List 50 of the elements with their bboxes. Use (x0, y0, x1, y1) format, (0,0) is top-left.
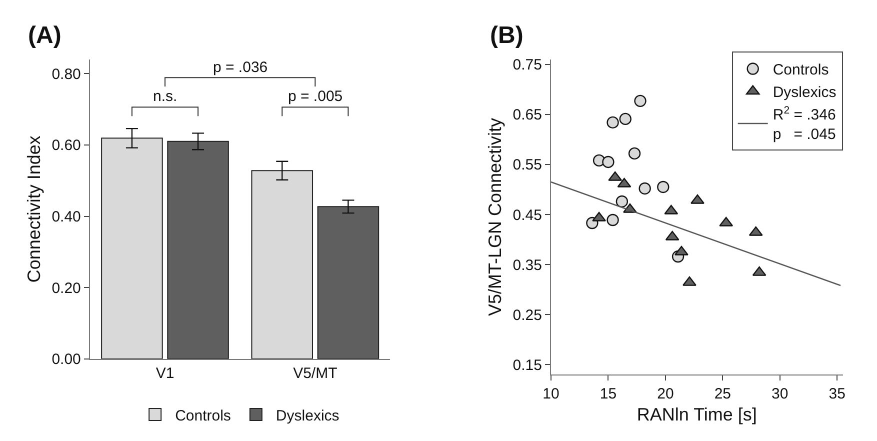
y-tick-label: 0.15 (512, 356, 542, 374)
x-tick-label: 30 (772, 386, 788, 403)
y-axis-title: V5/MT-LGN Connectivity (484, 118, 505, 316)
annotation: n.s. (153, 88, 178, 105)
point (682, 276, 696, 286)
y-tick-label: 0.80 (52, 66, 81, 83)
x-tick-label: 25 (714, 386, 732, 403)
y-tick-label: 0.75 (512, 56, 542, 74)
point (592, 212, 606, 222)
legend-label: R$^{2}$ = .346 p = .045 (772, 104, 836, 144)
legend-label: Dyslexics (276, 407, 340, 424)
y-tick-label: 0.60 (52, 137, 81, 154)
bar (317, 206, 380, 359)
point (634, 94, 646, 108)
legend-label: Controls (772, 62, 829, 79)
x-tick-label: 20 (657, 386, 674, 403)
point (606, 214, 619, 226)
x-axis-title: RANln Time [s] (636, 404, 757, 425)
annotation: p = .005 (288, 88, 343, 105)
y-tick-label: 0.00 (52, 351, 81, 368)
bar (251, 170, 314, 359)
x-tick-label: V1 (156, 364, 174, 382)
y-tick-label: 0.45 (512, 206, 542, 224)
point (638, 182, 651, 195)
x-tick-label: 10 (542, 386, 560, 403)
legend-label: Dyslexics (772, 84, 836, 102)
y-tick-label: 0.55 (512, 156, 542, 174)
y-tick-label: 0.20 (52, 280, 81, 297)
x-tick-label: 35 (828, 386, 846, 403)
chart-title: (B) (490, 22, 524, 49)
x-tick-label: 15 (600, 386, 617, 403)
point (690, 194, 704, 204)
annotation: p = .036 (213, 59, 268, 76)
bar (167, 140, 229, 359)
x-tick-label: V5/MT (293, 364, 338, 382)
point (619, 112, 632, 126)
point (606, 116, 619, 129)
y-axis-title: Connectivity Index (24, 136, 44, 283)
point (628, 147, 641, 160)
y-tick-label: 0.65 (512, 106, 542, 124)
point (602, 156, 614, 168)
chart-title: (A) (28, 22, 62, 49)
y-tick-label: 0.35 (512, 256, 542, 274)
legend-label: Controls (175, 407, 231, 424)
point (674, 246, 688, 256)
point (616, 195, 628, 208)
y-tick-label: 0.25 (512, 306, 542, 324)
point (657, 180, 670, 194)
bar (101, 138, 163, 359)
y-tick-label: 0.40 (52, 208, 81, 226)
